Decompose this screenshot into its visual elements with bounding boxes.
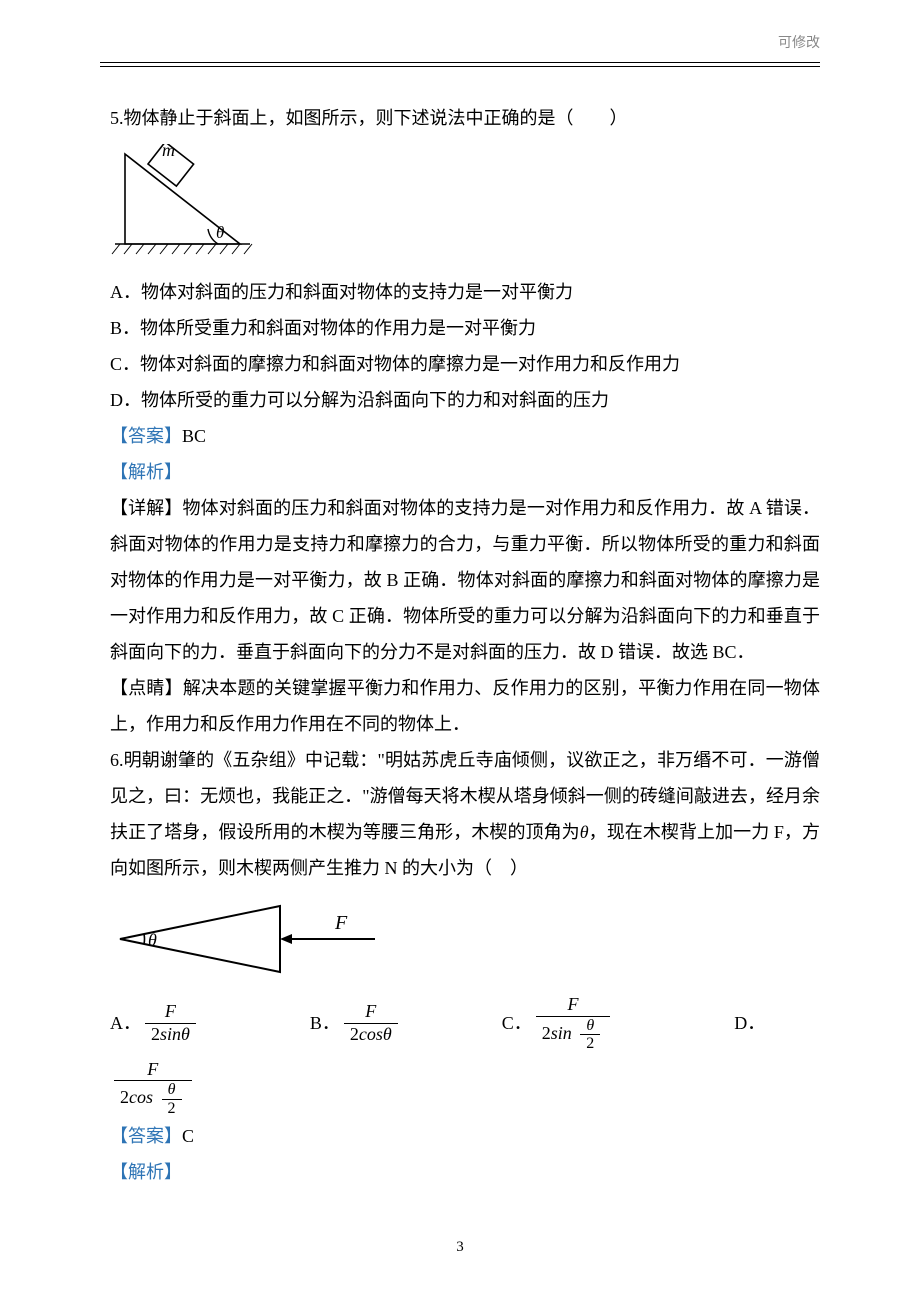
q5-jiexi-label: 【解析】	[110, 454, 820, 490]
q6-option-d-wrap: F 2cos θ2	[110, 1059, 820, 1118]
q6-opt-c-num: F	[536, 994, 611, 1017]
q5-figure: m θ	[110, 144, 820, 264]
q6-option-d: F 2cos θ2	[110, 1059, 196, 1118]
q6-opt-a-label: A．	[110, 1005, 141, 1041]
q6-opt-d-label: D．	[734, 1005, 765, 1041]
q6-opt-c-den: 2sin θ2	[536, 1017, 611, 1053]
q6-figure: θ F	[110, 894, 820, 984]
header-rule-1	[100, 62, 820, 63]
q6-opt-a-frac: F 2sinθ	[145, 1001, 196, 1045]
q6-opt-a-den: 2sinθ	[145, 1024, 196, 1046]
q6-opt-b-den: 2cosθ	[344, 1024, 398, 1046]
q6-option-b: B． F 2cosθ	[310, 1001, 402, 1045]
q6-opt-b-num: F	[344, 1001, 398, 1024]
q5-option-c: C．物体对斜面的摩擦力和斜面对物体的摩擦力是一对作用力和反作用力	[110, 346, 820, 382]
q6-stem-theta: θ	[580, 822, 589, 842]
q6-option-c: C． F 2sin θ2	[502, 994, 615, 1053]
q6-fig-F: F	[334, 912, 348, 934]
q5-answer: 【答案】BC	[110, 418, 820, 454]
q6-fig-theta: θ	[148, 930, 157, 950]
q6-answer-label: 【答案】	[110, 1126, 182, 1146]
header-modifiable: 可修改	[778, 30, 820, 58]
q6-opt-d-frac: F 2cos θ2	[114, 1059, 192, 1118]
q5-dianjing: 【点睛】解决本题的关键掌握平衡力和作用力、反作用力的区别，平衡力作用在同一物体上…	[110, 670, 820, 742]
q5-answer-value: BC	[182, 426, 206, 446]
page-content: 5.物体静止于斜面上，如图所示，则下述说法中正确的是（ ） m θ A．物体对斜…	[110, 100, 820, 1190]
q6-opt-c-frac: F 2sin θ2	[536, 994, 611, 1053]
q5-option-a: A．物体对斜面的压力和斜面对物体的支持力是一对平衡力	[110, 274, 820, 310]
q6-answer: 【答案】C	[110, 1118, 820, 1154]
q5-option-b: B．物体所受重力和斜面对物体的作用力是一对平衡力	[110, 310, 820, 346]
q5-stem: 5.物体静止于斜面上，如图所示，则下述说法中正确的是（ ）	[110, 100, 820, 136]
q6-option-d-label-only: D．	[734, 1005, 765, 1041]
q6-answer-value: C	[182, 1126, 194, 1146]
q5-fig-m: m	[162, 144, 175, 160]
q6-opt-d-num: F	[114, 1059, 192, 1082]
q6-opt-d-den: 2cos θ2	[114, 1081, 192, 1117]
q6-stem: 6.明朝谢肇的《五杂组》中记载："明姑苏虎丘寺庙倾侧，议欲正之，非万缗不可．一游…	[110, 742, 820, 886]
q6-opt-b-label: B．	[310, 1005, 340, 1041]
q6-opt-b-frac: F 2cosθ	[344, 1001, 398, 1045]
q5-option-d: D．物体所受的重力可以分解为沿斜面向下的力和对斜面的压力	[110, 382, 820, 418]
header-rule-2	[100, 66, 820, 67]
page-number: 3	[0, 1232, 920, 1262]
q6-jiexi-label: 【解析】	[110, 1154, 820, 1190]
q5-fig-theta: θ	[216, 223, 224, 242]
q5-answer-label: 【答案】	[110, 426, 182, 446]
q6-opt-c-label: C．	[502, 1005, 532, 1041]
q6-opt-a-num: F	[145, 1001, 196, 1024]
q6-options-row: A． F 2sinθ B． F 2cosθ C． F 2sin θ2	[110, 994, 820, 1053]
q6-option-a: A． F 2sinθ	[110, 1001, 200, 1045]
q5-detail: 【详解】物体对斜面的压力和斜面对物体的支持力是一对作用力和反作用力．故 A 错误…	[110, 490, 820, 670]
